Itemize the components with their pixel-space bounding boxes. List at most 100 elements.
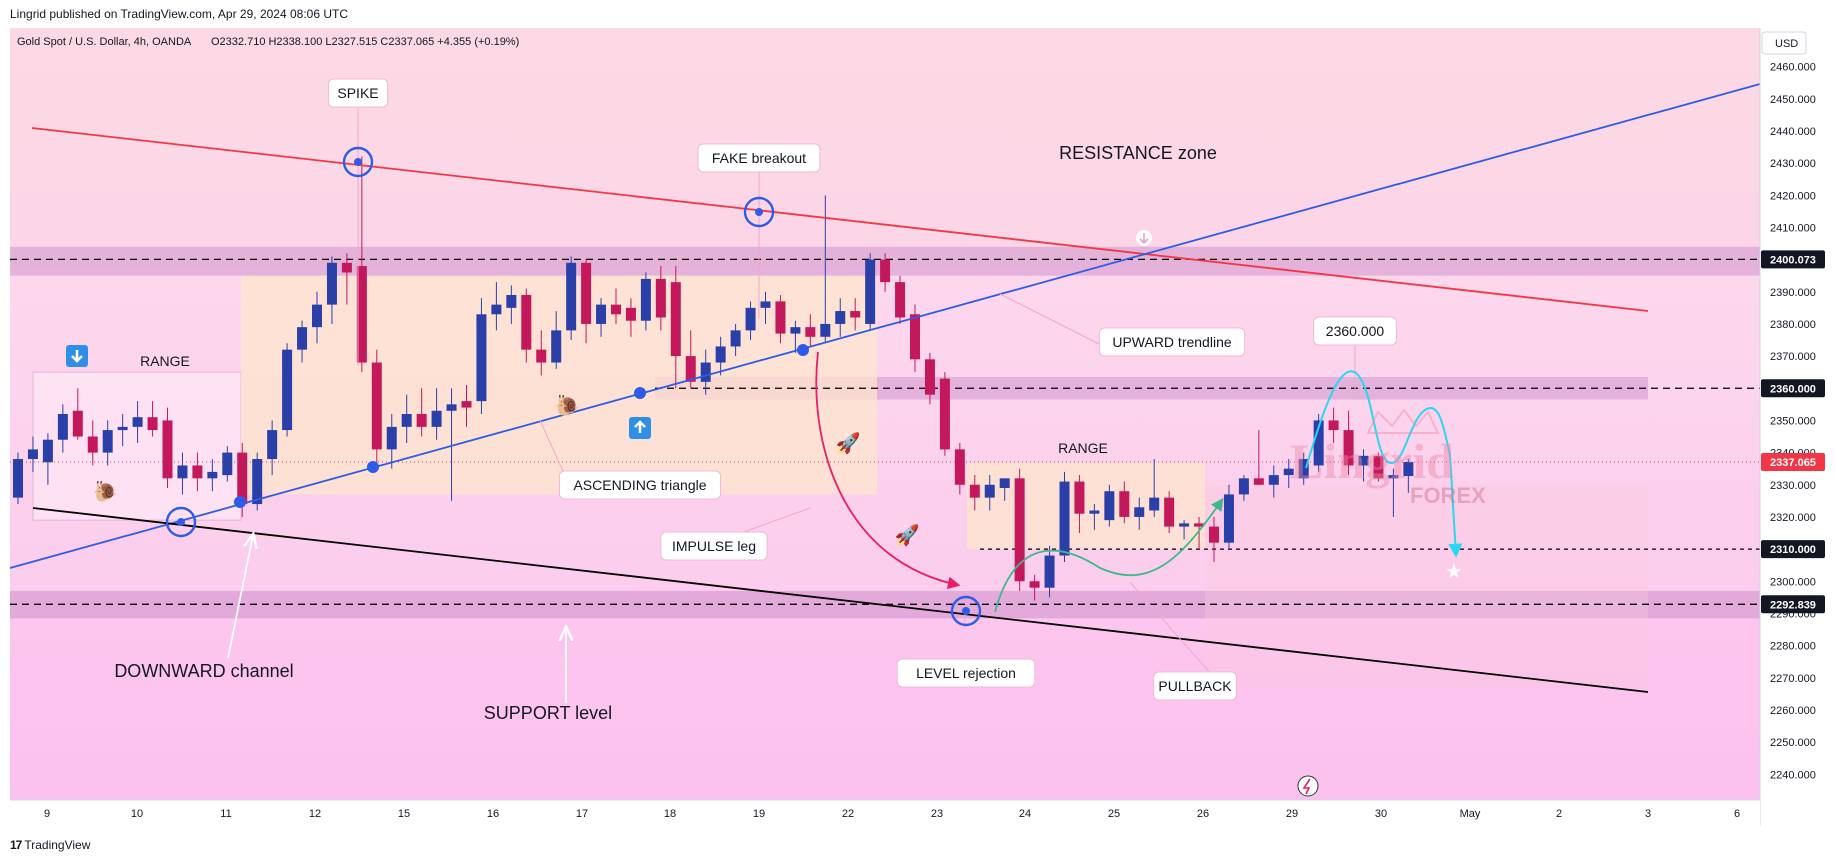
annotation-level-rejection[interactable]: LEVEL rejection [896,658,1036,688]
price-tag-bg [1761,453,1825,472]
annotation-range[interactable]: RANGE [140,353,190,369]
candle-body [1089,510,1100,514]
candle-body [282,349,293,431]
price-tag[interactable]: 2400.073 [1761,250,1825,269]
candle-body [1194,523,1205,527]
candle-body [1104,491,1115,521]
candle-body [880,259,891,283]
candle-body [57,414,68,440]
range-box-left [32,371,242,521]
candle-body [401,414,412,427]
projection-path [1305,370,1463,558]
candle-body [910,314,920,360]
x-tick-label: 17 [576,808,588,820]
watermark-line1: Lingrid [1290,433,1454,489]
candle-body [685,356,696,382]
annotation-box [1153,671,1237,701]
candle-body [356,266,367,363]
tv-logo-text: TradingView [24,838,91,852]
candle-body [192,465,203,479]
y-tick-label: 2300.000 [1770,576,1816,588]
annotation-resistance-zone[interactable]: RESISTANCE zone [1059,143,1217,163]
candle-body [1358,455,1369,466]
y-tick-label: 2270.000 [1770,673,1816,685]
price-tag[interactable]: 2292.839 [1761,595,1825,614]
annotation-pullback[interactable]: PULLBACK [1153,671,1237,701]
candle-body [117,426,128,431]
annotation-impulse-leg[interactable]: IMPULSE leg [660,531,768,561]
candle-body [805,327,816,337]
rocket-icon: 🚀 [895,523,920,547]
downward-channel-line[interactable] [32,507,1649,693]
x-tick-label: 3 [1645,808,1651,820]
ohlc-readout: O2332.710 H2338.100 L2327.515 C2337.065 … [211,36,519,48]
candle-body [1149,497,1160,511]
price-tag[interactable]: 2360.000 [1761,379,1825,398]
annotation-range[interactable]: RANGE [1058,440,1108,456]
price-tag-text: 2400.073 [1770,254,1816,266]
candle-body [820,323,831,337]
annotation-box [697,143,821,173]
tradingview-logo[interactable]: 17 TradingView [10,838,90,852]
candle-body [954,449,965,485]
y-tick-label: 2330.000 [1770,480,1816,492]
candle-body [237,452,248,505]
candle-body [1029,581,1040,588]
annotation-support-level[interactable]: SUPPORT level [484,703,612,723]
annotation-text: RANGE [1058,440,1108,456]
price-tag[interactable]: 2310.000 [1761,540,1825,559]
time-axis[interactable] [10,800,1760,826]
candle-body [416,414,427,427]
annotation-downward-channel[interactable]: DOWNWARD channel [114,661,293,681]
channel-arrow [227,535,253,659]
candle-body [1373,455,1384,479]
candle-body [312,304,322,328]
candle-body [850,311,861,318]
arrow-down-badge-icon [66,345,88,367]
y-tick-label: 2420.000 [1770,190,1816,202]
annotation-box [896,658,1036,688]
annotation-fake-breakout[interactable]: FAKE breakout [697,143,821,173]
symbol-title: Gold Spot / U.S. Dollar, 4h, OANDA [17,36,192,48]
x-tick-label: 16 [487,808,499,820]
candle-body [1134,507,1145,517]
candle-body [596,304,607,324]
candle-body [625,307,636,321]
annotation-spike[interactable]: SPIKE [327,78,389,108]
currency-button[interactable] [1761,31,1807,55]
price-tag-bg [1761,595,1825,614]
tv-logo-icon: 17 [10,838,22,852]
candle-body [715,346,726,363]
annotation-text: SPIKE [337,85,378,101]
candle-body [551,330,562,363]
snail-icon: 🐌 [93,480,118,503]
annotation-ascending-triangle[interactable]: ASCENDING triangle [558,470,722,500]
y-tick-label: 2370.000 [1770,351,1816,363]
annotation-text: SUPPORT level [484,703,612,723]
arrow-up-badge-icon [629,417,651,439]
snail-icon: 🐌 [555,394,580,417]
candle-body [536,349,547,363]
resistance-trendline[interactable] [31,127,1649,312]
annotation-box [1098,327,1246,357]
pullback-arrow [994,497,1224,613]
y-tick-label: 2250.000 [1770,737,1816,749]
candle-body [27,449,38,460]
price-axis[interactable] [1760,28,1835,826]
price-tag[interactable]: 2337.065 [1761,453,1825,472]
y-tick-label: 2430.000 [1770,158,1816,170]
lightning-icon[interactable] [1297,775,1319,797]
y-tick-label: 2260.000 [1770,705,1816,717]
annotation-2360-000[interactable]: 2360.000 [1313,316,1397,346]
y-tick-label: 2240.000 [1770,769,1816,781]
annotation-text: IMPULSE leg [672,538,756,554]
candle-body [162,420,173,479]
annotation-upward-trendline[interactable]: UPWARD trendline [1098,327,1246,357]
upward-trendline[interactable] [9,83,1761,569]
candle-body [521,294,532,350]
rocket-icon: 🚀 [836,431,861,455]
price-tag-text: 2310.000 [1770,544,1816,556]
candle-body [730,330,741,347]
candle-body [1343,430,1354,466]
